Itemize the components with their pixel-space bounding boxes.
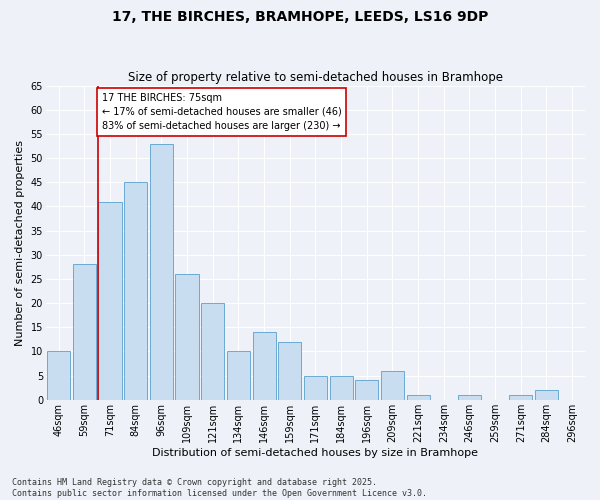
Bar	[278, 342, 301, 400]
Y-axis label: Number of semi-detached properties: Number of semi-detached properties	[15, 140, 25, 346]
Bar	[201, 303, 224, 400]
Bar	[509, 395, 532, 400]
Bar	[355, 380, 379, 400]
Bar	[304, 376, 327, 400]
Bar	[47, 352, 70, 400]
Bar	[124, 182, 147, 400]
Text: 17 THE BIRCHES: 75sqm
← 17% of semi-detached houses are smaller (46)
83% of semi: 17 THE BIRCHES: 75sqm ← 17% of semi-deta…	[101, 93, 341, 131]
Bar	[227, 352, 250, 400]
Bar	[535, 390, 558, 400]
Bar	[175, 274, 199, 400]
Bar	[381, 371, 404, 400]
Bar	[98, 202, 122, 400]
Bar	[458, 395, 481, 400]
Title: Size of property relative to semi-detached houses in Bramhope: Size of property relative to semi-detach…	[128, 72, 503, 85]
Bar	[253, 332, 275, 400]
Bar	[150, 144, 173, 400]
Text: 17, THE BIRCHES, BRAMHOPE, LEEDS, LS16 9DP: 17, THE BIRCHES, BRAMHOPE, LEEDS, LS16 9…	[112, 10, 488, 24]
Bar	[407, 395, 430, 400]
Bar	[73, 264, 96, 400]
Bar	[329, 376, 353, 400]
Text: Contains HM Land Registry data © Crown copyright and database right 2025.
Contai: Contains HM Land Registry data © Crown c…	[12, 478, 427, 498]
X-axis label: Distribution of semi-detached houses by size in Bramhope: Distribution of semi-detached houses by …	[152, 448, 478, 458]
